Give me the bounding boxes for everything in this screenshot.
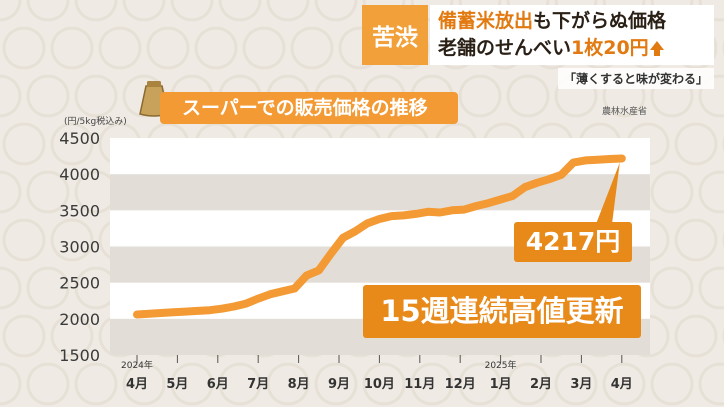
background-circle (98, 26, 142, 70)
background-circle (74, 74, 118, 118)
background-circle (698, 0, 724, 22)
background-circle (26, 74, 70, 118)
background-circle (218, 362, 262, 406)
headline-line-1: 備蓄米放出も下がらぬ価格 (438, 8, 708, 35)
background-circle (554, 362, 598, 406)
headline-line-2: 老舗のせんべい1枚20円 (438, 35, 708, 62)
background-circle (74, 362, 118, 406)
headline-line-1-highlight: 備蓄米放出 (438, 10, 534, 32)
y-tick-label: 4000 (59, 165, 100, 184)
year-label: 2024年 (121, 359, 153, 371)
background-circle (26, 170, 70, 214)
year-label: 2025年 (485, 359, 517, 371)
background-circle (2, 314, 46, 358)
background-circle (458, 74, 502, 118)
background-circle (410, 362, 454, 406)
background-circle (170, 0, 214, 22)
background-circle (0, 170, 22, 214)
background-circle (650, 362, 694, 406)
chart-title: スーパーでの販売価格の推移 (160, 92, 458, 124)
price-series-line (133, 154, 626, 319)
x-tick-label: 8月 (288, 377, 310, 392)
background-circle (674, 314, 718, 358)
background-circle (650, 170, 694, 214)
background-circle (74, 0, 118, 22)
y-tick-label: 3000 (59, 238, 100, 257)
background-circle (506, 74, 550, 118)
background-circle (0, 74, 22, 118)
x-tick-label: 12月 (445, 377, 476, 392)
background-circle (698, 266, 724, 310)
background-circle (146, 26, 190, 70)
arrow-up-icon (649, 41, 664, 56)
background-circle (26, 0, 70, 22)
y-tick-label: 3500 (59, 201, 100, 220)
data-source: 農林水産省 (602, 107, 648, 117)
background-circle (362, 362, 406, 406)
background-circle (0, 362, 22, 406)
background-circle (674, 218, 718, 262)
x-tick-label: 5月 (166, 377, 188, 392)
x-tick-label: 10月 (364, 377, 395, 392)
background-circle (26, 362, 70, 406)
callout-pointer (596, 162, 620, 224)
headline-line-1-rest: も下がらぬ価格 (533, 10, 667, 32)
quote-subcaption: 「薄くすると味が変わる」 (557, 68, 714, 89)
headline-tag: 苦渋 (362, 5, 428, 65)
background-circle (50, 26, 94, 70)
background-circle (314, 0, 358, 22)
grid-band (110, 174, 650, 211)
background-circle (314, 362, 358, 406)
x-tick-label: 4月 (126, 377, 148, 392)
headline-line-2-highlight: 1枚20円 (571, 37, 649, 59)
background-circle (26, 266, 70, 310)
background-circle (50, 122, 94, 166)
x-tick-label: 7月 (247, 377, 269, 392)
y-tick-label: 1500 (59, 346, 100, 365)
background-circle (698, 362, 724, 406)
background-circle (122, 362, 166, 406)
x-tick-label: 9月 (328, 377, 350, 392)
background-circle (194, 26, 238, 70)
background-circle (2, 26, 46, 70)
headline-box: 備蓄米放出も下がらぬ価格 老舗のせんべい1枚20円 (430, 5, 714, 65)
background-circle (242, 26, 286, 70)
x-tick-label: 3月 (570, 377, 592, 392)
background-circle (218, 0, 262, 22)
background-circle (170, 362, 214, 406)
background-circle (2, 122, 46, 166)
latest-price-callout: 4217円 (514, 222, 632, 262)
y-axis-unit-label: (円/5kg税込み) (64, 117, 127, 127)
headline-line-2-rest: 老舗のせんべい (438, 37, 572, 59)
x-tick-label: 6月 (207, 377, 229, 392)
background-circle (50, 218, 94, 262)
x-tick-label: 2月 (530, 377, 552, 392)
consecutive-weeks-callout: 15週連続高値更新 (363, 285, 641, 338)
x-tick-label: 4月 (611, 377, 633, 392)
background-circle (698, 74, 724, 118)
y-tick-label: 2000 (59, 310, 100, 329)
background-circle (122, 0, 166, 22)
y-tick-label: 2500 (59, 274, 100, 293)
background-circle (50, 314, 94, 358)
y-tick-label: 4500 (59, 129, 100, 148)
background-circle (266, 362, 310, 406)
x-tick-label: 11月 (404, 377, 435, 392)
background-circle (290, 26, 334, 70)
background-circle (266, 0, 310, 22)
background-circle (698, 170, 724, 214)
background-circle (458, 362, 502, 406)
x-tick-label: 1月 (490, 377, 512, 392)
background-circle (650, 266, 694, 310)
background-circle (602, 362, 646, 406)
background-circle (674, 122, 718, 166)
background-circle (2, 218, 46, 262)
news-headline: 苦渋 備蓄米放出も下がらぬ価格 老舗のせんべい1枚20円 (362, 5, 714, 65)
background-circle (0, 266, 22, 310)
background-circle (506, 362, 550, 406)
